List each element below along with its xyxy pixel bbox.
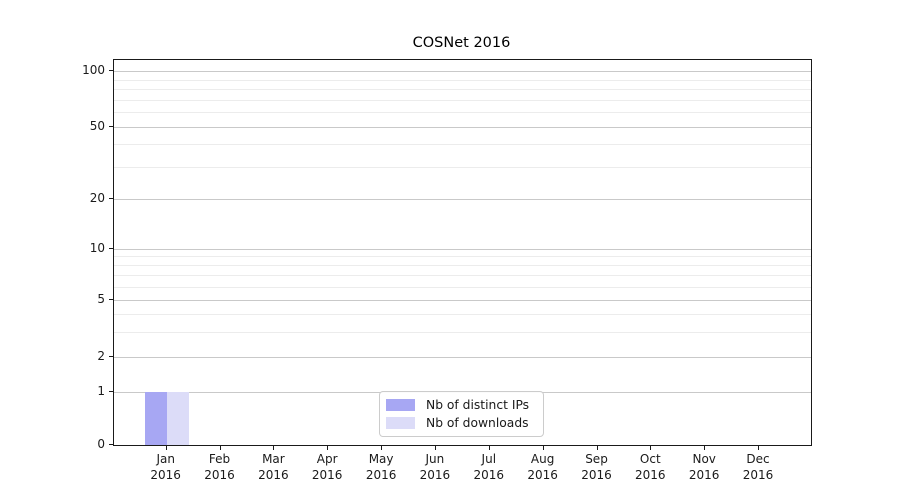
x-tick-mark xyxy=(488,445,490,450)
x-tick-year: 2016 xyxy=(258,467,289,482)
x-tick-label: May 2016 xyxy=(349,452,413,483)
x-tick-label: Jun 2016 xyxy=(403,452,467,483)
x-tick-year: 2016 xyxy=(311,467,343,482)
y-tick-label: 20 xyxy=(89,190,105,205)
x-tick-year: 2016 xyxy=(365,467,397,482)
bar-downloads xyxy=(166,391,189,445)
x-tick-label: Jan 2016 xyxy=(134,452,198,483)
legend-label-distinct-ips: Nb of distinct IPs xyxy=(426,398,530,412)
x-tick-label: Aug 2016 xyxy=(511,452,575,483)
y-gridline-major xyxy=(114,71,811,72)
y-tick-mark xyxy=(109,355,114,357)
y-gridline-minor xyxy=(114,99,811,101)
x-tick-month: Mar xyxy=(262,452,285,466)
x-tick-label: Oct 2016 xyxy=(618,452,682,483)
y-gridline-minor xyxy=(114,286,811,288)
y-tick-label: 2 xyxy=(97,348,105,363)
x-tick-month: Sep xyxy=(585,452,608,466)
y-gridline-major xyxy=(114,127,811,128)
legend-swatch-distinct-ips xyxy=(386,399,415,411)
y-gridline-major xyxy=(114,198,811,200)
x-tick-mark xyxy=(650,445,652,450)
x-tick-month: Nov xyxy=(692,452,716,466)
y-gridline-major xyxy=(114,248,811,250)
x-tick-year: 2016 xyxy=(688,467,720,482)
y-gridline-minor xyxy=(114,166,811,168)
x-tick-month: Oct xyxy=(639,452,661,466)
x-tick-mark xyxy=(434,445,436,450)
x-tick-month: Dec xyxy=(746,452,770,466)
x-tick-mark xyxy=(219,445,221,450)
x-tick-year: 2016 xyxy=(473,467,505,482)
y-gridline-major xyxy=(114,356,811,358)
y-gridline-minor xyxy=(114,275,811,277)
y-tick-mark xyxy=(109,444,114,445)
x-tick-label: Feb 2016 xyxy=(188,452,252,483)
x-tick-year: 2016 xyxy=(150,467,181,482)
x-tick-month: Aug xyxy=(530,452,555,466)
y-tick-label: 50 xyxy=(89,119,105,133)
chart-title: COSNet 2016 xyxy=(412,35,511,51)
y-gridline-minor xyxy=(114,79,811,81)
x-tick-year: 2016 xyxy=(419,467,451,482)
x-tick-mark xyxy=(381,445,383,450)
x-tick-year: 2016 xyxy=(527,467,558,482)
y-gridline-minor xyxy=(114,89,811,90)
legend: Nb of distinct IPs Nb of downloads xyxy=(379,391,544,437)
y-gridline-major xyxy=(114,300,811,302)
x-tick-label: Mar 2016 xyxy=(241,452,305,483)
x-tick-month: Jun xyxy=(425,452,445,466)
x-tick-month: Apr xyxy=(316,452,338,466)
legend-row: Nb of downloads xyxy=(386,416,537,430)
y-tick-label: 0 xyxy=(97,437,105,451)
x-tick-year: 2016 xyxy=(742,467,774,482)
x-tick-month: Feb xyxy=(208,452,231,466)
x-tick-year: 2016 xyxy=(635,467,666,482)
plot-area xyxy=(113,59,812,446)
x-tick-label: Jul 2016 xyxy=(457,452,521,483)
x-tick-label: Apr 2016 xyxy=(295,452,359,483)
x-tick-mark xyxy=(596,445,598,450)
y-tick-mark xyxy=(109,126,114,127)
y-tick-label: 5 xyxy=(97,292,105,307)
x-tick-mark xyxy=(273,445,275,450)
y-tick-mark xyxy=(109,197,114,199)
x-tick-label: Dec 2016 xyxy=(726,452,790,483)
x-tick-mark xyxy=(327,445,329,450)
y-gridline-minor xyxy=(114,112,811,114)
y-gridline-minor xyxy=(114,256,811,258)
y-tick-label: 10 xyxy=(89,240,105,255)
x-tick-year: 2016 xyxy=(204,467,235,482)
legend-row: Nb of distinct IPs xyxy=(386,398,537,412)
x-tick-month: Jan xyxy=(156,452,175,466)
bar-distinct-ips xyxy=(144,391,167,445)
y-tick-mark xyxy=(109,70,114,71)
y-tick-mark xyxy=(109,390,114,392)
x-tick-mark xyxy=(165,445,167,450)
y-gridline-minor xyxy=(114,144,811,146)
x-tick-month: Jul xyxy=(481,452,497,466)
x-tick-month: May xyxy=(368,452,394,466)
legend-label-downloads: Nb of downloads xyxy=(426,416,529,430)
x-tick-mark xyxy=(542,445,544,450)
y-tick-mark xyxy=(109,299,114,301)
x-tick-mark xyxy=(704,445,706,450)
y-tick-mark xyxy=(109,247,114,249)
x-tick-label: Sep 2016 xyxy=(565,452,629,483)
y-tick-label: 1 xyxy=(97,383,105,398)
x-tick-label: Nov 2016 xyxy=(672,452,736,483)
legend-swatch-downloads xyxy=(386,417,415,429)
x-tick-mark xyxy=(758,445,759,450)
y-gridline-minor xyxy=(114,331,811,333)
y-tick-label: 100 xyxy=(82,63,105,77)
y-gridline-minor xyxy=(114,313,811,315)
x-tick-year: 2016 xyxy=(581,467,612,482)
y-gridline-minor xyxy=(114,265,811,267)
